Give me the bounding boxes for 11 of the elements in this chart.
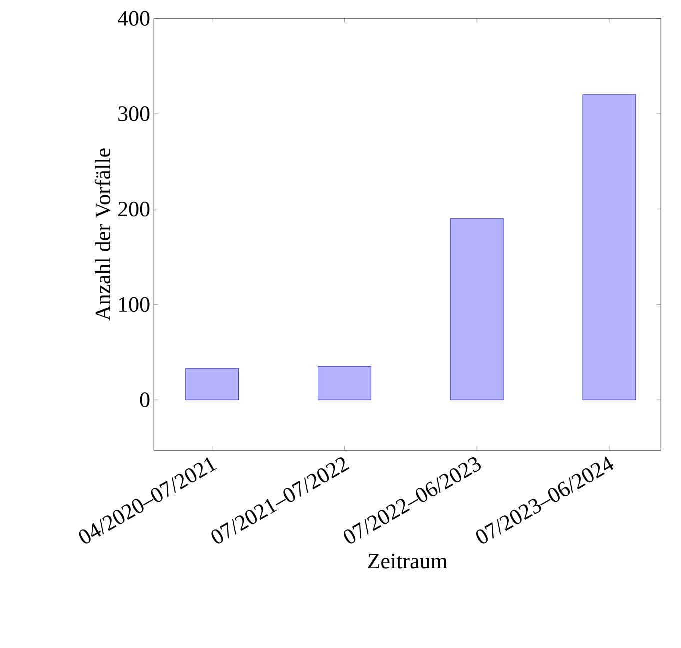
bar xyxy=(186,368,240,400)
y-tick-label: 0 xyxy=(140,392,150,408)
y-axis-title: Anzahl der Vorfälle xyxy=(94,148,111,321)
x-axis-title: Zeitraum xyxy=(368,554,448,569)
bar xyxy=(582,94,636,400)
y-tick-label: 300 xyxy=(118,106,150,122)
y-tick-label: 400 xyxy=(118,11,150,26)
bar xyxy=(318,366,372,400)
y-tick-label: 100 xyxy=(119,297,150,312)
y-tick-label: 200 xyxy=(118,202,150,217)
bar xyxy=(450,218,504,400)
